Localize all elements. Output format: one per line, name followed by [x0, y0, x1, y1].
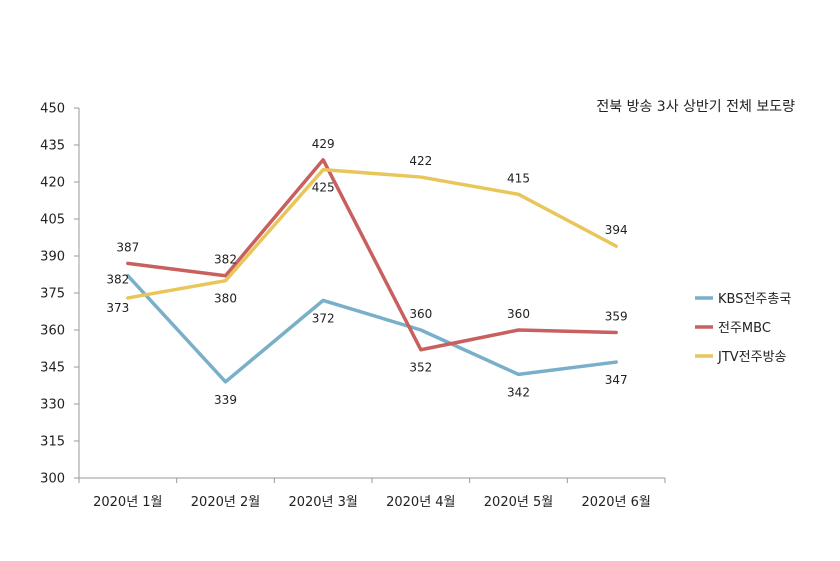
data-label-mbc: 360 [507, 307, 530, 321]
x-tick-label: 2020년 2월 [191, 495, 260, 510]
y-tick-label: 345 [40, 361, 65, 376]
chart-title: 전북 방송 3사 상반기 전체 보도량 [596, 99, 795, 115]
data-label-jtv: 425 [312, 181, 335, 195]
data-label-kbs: 382 [106, 273, 129, 287]
y-tick-label: 300 [40, 472, 65, 487]
data-label-jtv: 373 [106, 301, 129, 315]
series-lines [126, 158, 618, 384]
data-label-jtv: 380 [214, 292, 237, 306]
data-label-kbs: 342 [507, 385, 530, 399]
data-label-mbc: 429 [312, 137, 335, 151]
axes: 300 315 330 345 360 375 390 405 420 435 450 2020년 1… [40, 102, 666, 510]
data-label-kbs: 360 [409, 307, 432, 321]
legend-label-jtv: JTV전주방송 [717, 350, 787, 365]
data-label-mbc: 352 [409, 361, 432, 375]
x-tick-label: 2020년 1월 [93, 495, 162, 510]
data-label-jtv: 415 [507, 171, 530, 185]
y-tick-label: 450 [40, 102, 65, 117]
series-line-jtv [126, 167, 618, 300]
y-tick-label: 390 [40, 250, 65, 265]
x-tick-label: 2020년 3월 [288, 495, 357, 510]
data-label-kbs: 372 [312, 311, 335, 325]
x-tick-label: 2020년 4월 [386, 495, 455, 510]
x-tick-label: 2020년 5월 [484, 495, 553, 510]
series-line-kbs [126, 273, 618, 384]
data-label-kbs: 347 [605, 373, 628, 387]
y-tick-label: 435 [40, 139, 65, 154]
y-tick-label: 375 [40, 287, 65, 302]
y-tick-label: 330 [40, 398, 65, 413]
data-labels: 382 339 372 360 342 347 387 382 429 352 360 359 373 3… [106, 137, 627, 407]
data-label-kbs: 339 [214, 393, 237, 407]
data-label-mbc: 387 [116, 240, 139, 254]
y-tick-label: 420 [40, 176, 65, 191]
data-label-mbc: 359 [605, 309, 628, 323]
legend-label-kbs: KBS전주총국 [718, 292, 791, 307]
y-tick-label: 360 [40, 324, 65, 339]
series-line-mbc [126, 158, 618, 352]
legend-label-mbc: 전주MBC [718, 321, 771, 336]
data-label-mbc: 382 [214, 253, 237, 267]
data-label-jtv: 394 [605, 223, 628, 237]
x-tick-label: 2020년 6월 [581, 495, 650, 510]
data-label-jtv: 422 [409, 154, 432, 168]
y-tick-label: 405 [40, 213, 65, 228]
y-tick-label: 315 [40, 435, 65, 450]
